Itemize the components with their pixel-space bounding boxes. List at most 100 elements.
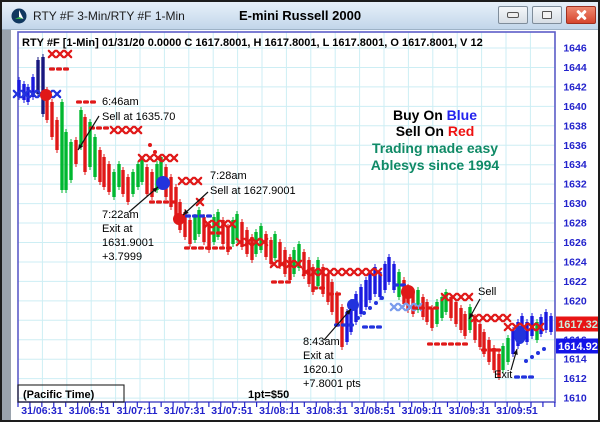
time-tick-label: 31/07:51 [211, 405, 253, 417]
red-signal-dot [173, 213, 185, 225]
titlebar[interactable]: RTY #F 3-Min/RTY #F 1-Min E-mini Russell… [2, 2, 598, 30]
red-dash-mark [427, 342, 433, 346]
blue-dash-mark [514, 375, 520, 379]
annotation-text: +3.7999 [102, 251, 142, 263]
annotation-exit-843: 8:43am Exit at 1620.10 +7.8001 pts [303, 308, 361, 390]
annotation-arrow [128, 186, 159, 213]
red-x-mark-icon [227, 219, 237, 229]
red-x-mark-icon [203, 219, 213, 229]
maximize-icon [542, 11, 552, 19]
price-tick-label: 1638 [563, 120, 587, 132]
blue-dash-mark [400, 283, 406, 287]
red-dash-mark [205, 246, 211, 250]
red-dash-mark [426, 306, 432, 310]
red-dash-mark [90, 100, 96, 104]
red-dash-mark [488, 348, 494, 352]
red-x-mark-icon [365, 267, 375, 277]
blue-dot-mark [380, 296, 384, 300]
ad-text-line: Buy On Blue [393, 107, 477, 123]
blue-dash-mark [528, 375, 534, 379]
arrowhead-icon [345, 309, 351, 315]
red-dot-mark [158, 157, 162, 161]
close-icon [576, 10, 586, 20]
time-tick-label: 31/07:31 [164, 405, 206, 417]
red-x-mark-icon [161, 153, 171, 163]
minimize-icon [507, 12, 519, 18]
red-x-mark-icon [47, 49, 57, 59]
red-x-mark-icon [177, 176, 187, 186]
time-tick-label: 31/08:11 [259, 405, 300, 417]
minimize-button[interactable] [498, 6, 528, 24]
red-dash-mark [163, 200, 169, 204]
red-dash-mark [285, 280, 291, 284]
red-dash-mark [83, 100, 89, 104]
red-dash-mark [441, 342, 447, 346]
time-tick-label: 31/06:31 [21, 405, 63, 417]
red-dash-mark [184, 246, 190, 250]
red-x-mark-icon [341, 267, 351, 277]
price-tick-label: 1626 [563, 237, 587, 249]
red-x-mark-icon [535, 322, 545, 332]
red-dash-mark [209, 231, 215, 235]
blue-signal-dot [347, 299, 359, 311]
badge-price-text: 1617.32 [558, 319, 598, 331]
red-x-mark-icon [219, 219, 229, 229]
annotation-text: Sell at 1635.70 [102, 111, 175, 123]
red-x-mark-icon [373, 267, 383, 277]
time-tick-label: 31/09:11 [402, 405, 443, 417]
price-tick-label: 1622 [563, 276, 587, 288]
red-x-mark-icon [349, 267, 359, 277]
red-dash-mark [455, 342, 461, 346]
red-dash-mark [226, 246, 232, 250]
blue-dash-mark [185, 214, 191, 218]
red-x-mark-icon [145, 153, 155, 163]
red-x-mark-icon [195, 197, 205, 207]
annotation-text: Exit at [303, 350, 334, 362]
red-x-mark-icon [486, 313, 496, 323]
close-button[interactable] [566, 6, 596, 24]
ad-text-line: Ablesys since 1994 [371, 157, 500, 173]
price-tick-label: 1628 [563, 218, 587, 230]
red-dash-mark [103, 126, 109, 130]
red-dash-mark [335, 292, 341, 296]
red-x-mark-icon [259, 237, 269, 247]
time-tick-label: 31/08:31 [306, 405, 348, 417]
time-tick-label: 31/08:51 [354, 405, 396, 417]
blue-dash-mark [206, 214, 212, 218]
time-tick-label: 31/07:11 [117, 405, 158, 417]
red-dash-mark [412, 306, 418, 310]
price-tick-label: 1614 [563, 354, 587, 366]
ad-text-line: Trading made easy [372, 140, 498, 156]
blue-dot-mark [374, 301, 378, 305]
price-tick-label: 1646 [563, 43, 587, 55]
red-x-mark-icon [494, 313, 504, 323]
red-dash-mark [448, 342, 454, 346]
red-dash-mark [149, 200, 155, 204]
blue-x-mark-icon [20, 89, 30, 99]
annotation-text: 1620.10 [303, 364, 343, 376]
red-dash-mark [328, 292, 334, 296]
ad-overlay: Buy On BlueSell On RedTrading made easyA… [371, 107, 500, 173]
app-logo-icon [11, 8, 27, 24]
red-dash-mark [312, 286, 318, 290]
window-title: RTY #F 3-Min/RTY #F 1-Min [33, 8, 185, 23]
lightblue-x-mark-icon [397, 302, 407, 312]
red-x-mark-icon [293, 259, 303, 269]
price-axis: 1646 1644 1642 1640 1638 1636 1634 1632 1630 1628… [556, 43, 598, 405]
red-x-mark-icon [317, 267, 327, 277]
maximize-button[interactable] [532, 6, 562, 24]
red-x-mark-icon [448, 292, 458, 302]
price-tick-label: 1612 [563, 373, 587, 385]
red-dash-mark [419, 306, 425, 310]
annotation-sell-728: 7:28am Sell at 1627.9001 [182, 170, 296, 216]
annotation-sell-646: 6:46am Sell at 1635.70 [77, 96, 175, 151]
red-x-mark-icon [478, 313, 488, 323]
red-dash-mark [76, 100, 82, 104]
blue-dot-mark [536, 351, 540, 355]
price-tick-label: 1620 [563, 295, 587, 307]
chart-plot-area[interactable] [18, 32, 555, 402]
price-tick-label: 1610 [563, 393, 587, 405]
red-dash-mark [433, 306, 439, 310]
annotation-text: 1631.9001 [102, 237, 154, 249]
